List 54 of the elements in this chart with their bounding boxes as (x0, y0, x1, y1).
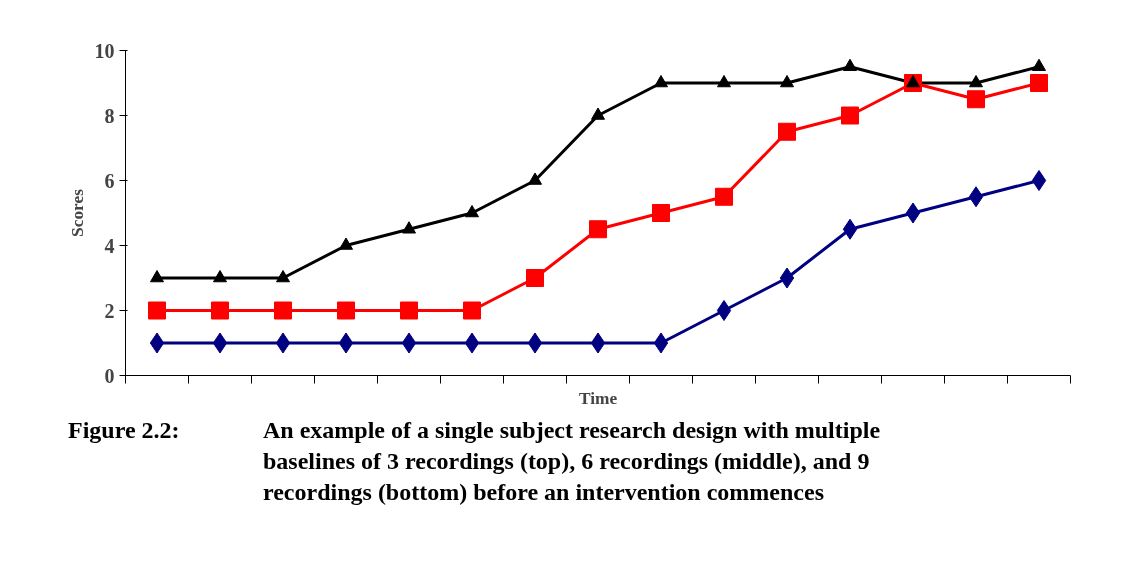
point (1031, 170, 1047, 191)
point (465, 204, 479, 218)
point (148, 301, 166, 320)
caption: Figure 2.2: (68, 416, 181, 445)
point (213, 269, 227, 283)
point (778, 122, 796, 141)
point (841, 106, 859, 125)
point (337, 301, 355, 320)
point (338, 332, 354, 354)
point (779, 267, 795, 289)
point (528, 172, 542, 185)
point (211, 301, 229, 320)
point (780, 74, 794, 88)
point (589, 220, 607, 239)
point (906, 74, 920, 88)
point (274, 301, 292, 320)
point (275, 332, 291, 354)
point (653, 332, 669, 354)
point (401, 332, 417, 354)
point (276, 269, 290, 283)
point (1030, 74, 1048, 92)
point (654, 74, 668, 88)
point (969, 74, 983, 88)
point (526, 269, 544, 287)
y-tick-label: 10 (94, 39, 115, 62)
y-tick-label: 8 (104, 104, 115, 127)
point (842, 218, 858, 240)
y-axis-title: Scores (67, 188, 87, 237)
point (339, 237, 353, 250)
x-axis-title: Time (578, 388, 618, 408)
point (1032, 58, 1046, 71)
point (968, 186, 984, 208)
point (212, 332, 228, 354)
point (905, 202, 921, 224)
y-tick-label: 0 (104, 364, 115, 387)
point (591, 107, 605, 120)
point (527, 332, 543, 354)
y-tick-label: 6 (104, 169, 115, 192)
point (150, 269, 164, 283)
point (590, 332, 606, 354)
y-tick-label: 2 (104, 299, 115, 322)
point (717, 74, 731, 88)
text: An example of a single subject research design with multiple baselines of 3 recordings (top), 6 recordings (middle), and 9 recordings (bottom) before an intervention commences (263, 416, 882, 508)
point (843, 58, 857, 71)
point (967, 90, 985, 109)
point (716, 300, 732, 321)
y-tick-label: 4 (104, 234, 115, 257)
point (464, 332, 480, 354)
point (402, 221, 416, 234)
point (149, 332, 165, 354)
point (652, 204, 670, 222)
point (463, 301, 481, 320)
point (715, 187, 733, 206)
point (400, 301, 418, 320)
